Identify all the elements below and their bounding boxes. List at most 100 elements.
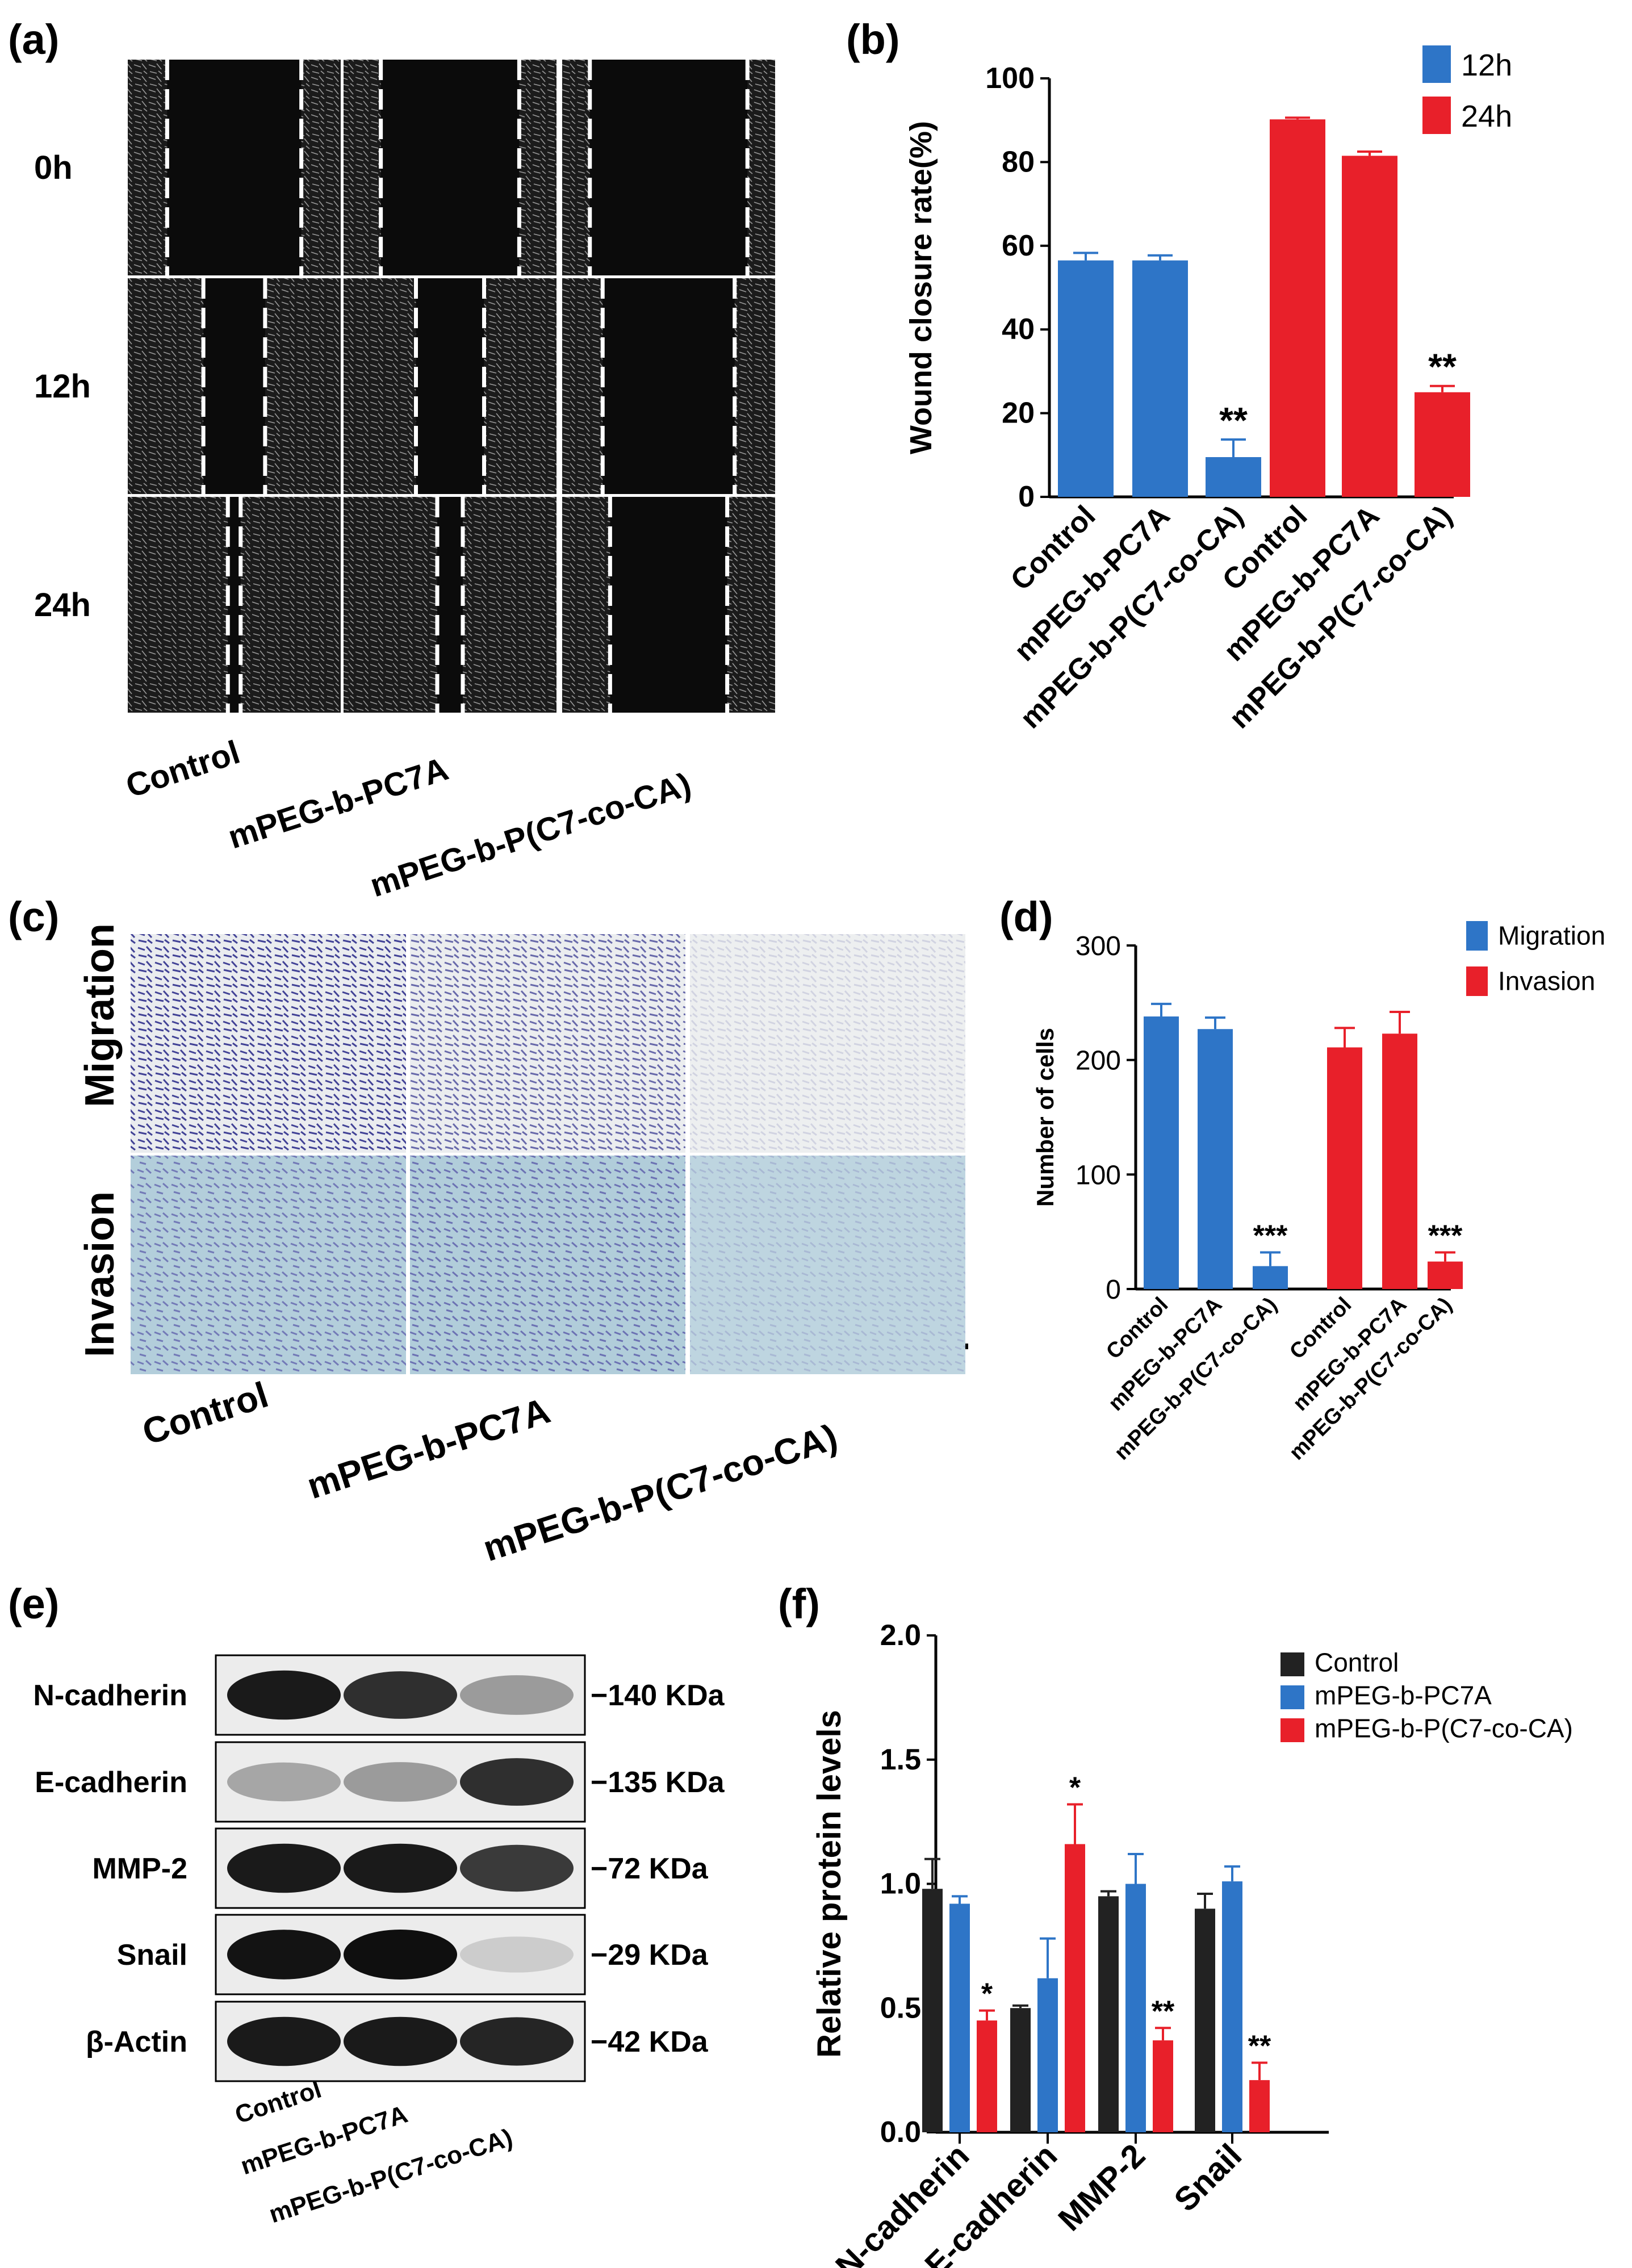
stained-cells xyxy=(131,1156,406,1374)
scratch-gap xyxy=(589,60,748,275)
bar xyxy=(1198,1029,1233,1289)
legend-swatch xyxy=(1466,966,1488,996)
panel-b-label: (b) xyxy=(846,16,900,63)
protein-band xyxy=(227,1762,341,1802)
scratch-gap xyxy=(610,497,727,713)
row-label-invasion: Invasion xyxy=(77,1191,123,1357)
row-label-migration: Migration xyxy=(77,923,123,1107)
scratch-assay-grid: 0h 12h 24h Control mPEG-b-PC7A mPEG-b-P(… xyxy=(34,60,775,904)
y-tick-label: 0 xyxy=(1018,480,1035,513)
y-tick-label: 0.5 xyxy=(880,1991,921,2024)
protein-band xyxy=(344,2016,457,2066)
bar xyxy=(1206,457,1261,497)
legend-swatch xyxy=(1466,921,1488,951)
legend-label: mPEG-b-P(C7-co-CA) xyxy=(1315,1714,1573,1743)
bar xyxy=(1132,260,1188,497)
stained-cells xyxy=(690,1156,965,1374)
panel-c-label: (c) xyxy=(8,893,59,940)
legend-swatch xyxy=(1281,1685,1304,1709)
western-blot: Control mPEG-b-PC7A mPEG-b-P(C7-co-CA) N… xyxy=(33,1654,725,2229)
protein-band xyxy=(227,1843,341,1893)
bar xyxy=(1037,1978,1058,2132)
row-label-24h: 24h xyxy=(34,587,91,624)
bar xyxy=(922,1889,943,2132)
y-tick-label: 1.5 xyxy=(880,1743,921,1776)
scratch-gap xyxy=(416,278,484,494)
col-label-control: Control xyxy=(137,1374,273,1453)
panel-d-label: (d) xyxy=(999,893,1053,940)
protein-band xyxy=(344,1930,457,1980)
bar xyxy=(1270,119,1325,497)
col-label-control: Control xyxy=(122,734,244,805)
y-axis-label: Number of cells xyxy=(1032,1028,1058,1207)
significance-marker: * xyxy=(981,1978,993,2011)
transwell-grid: Migration Invasion Control mPEG-b-PC7A m… xyxy=(77,923,968,1569)
protein-band xyxy=(344,1843,457,1893)
protein-band xyxy=(460,1675,574,1715)
bar xyxy=(1144,1016,1179,1289)
bar xyxy=(1010,2008,1031,2132)
bar xyxy=(1428,1261,1463,1289)
legend-swatch xyxy=(1281,1718,1304,1742)
panel-a-label: (a) xyxy=(8,16,59,63)
legend-label: 24h xyxy=(1461,99,1512,133)
scratch-gap xyxy=(167,60,302,275)
significance-marker: ** xyxy=(1248,2030,1271,2063)
protein-band xyxy=(227,1930,341,1980)
y-tick-label: 0.0 xyxy=(880,2116,921,2149)
lane-label-control: Control xyxy=(232,2075,325,2129)
bar xyxy=(1065,1844,1085,2132)
row-label-12h: 12h xyxy=(34,368,91,405)
y-tick-label: 200 xyxy=(1076,1046,1121,1076)
y-tick-label: 2.0 xyxy=(880,1619,921,1652)
x-tick-label: Snail xyxy=(1167,2137,1249,2219)
significance-marker: ** xyxy=(1428,346,1457,387)
scratch-gap xyxy=(203,278,265,494)
legend-label: Control xyxy=(1315,1648,1399,1677)
molecular-weight-label: −140 KDa xyxy=(591,1679,725,1712)
scratch-gap xyxy=(228,497,241,713)
col-label-pc7a: mPEG-b-PC7A xyxy=(224,750,453,856)
protein-label: N-cadherin xyxy=(33,1679,187,1712)
significance-marker: ** xyxy=(1219,400,1248,441)
bar xyxy=(1222,1881,1242,2132)
y-tick-label: 1.0 xyxy=(880,1868,921,1901)
protein-band xyxy=(344,1671,457,1719)
y-tick-label: 60 xyxy=(1002,229,1035,262)
protein-band xyxy=(344,1762,457,1802)
stained-cells xyxy=(690,934,965,1153)
bar xyxy=(1098,1896,1119,2132)
legend-label: Invasion xyxy=(1498,966,1595,996)
scratch-gap xyxy=(602,278,735,494)
panel-f-label: (f) xyxy=(778,1580,820,1627)
protein-band xyxy=(227,2016,341,2066)
legend-label: 12h xyxy=(1461,48,1512,82)
significance-marker: ** xyxy=(1152,1995,1175,2028)
col-label-pc7a: mPEG-b-PC7A xyxy=(302,1390,555,1507)
y-tick-label: 20 xyxy=(1002,397,1035,430)
y-tick-label: 100 xyxy=(985,62,1035,95)
protein-band xyxy=(460,1758,574,1806)
legend-label: mPEG-b-PC7A xyxy=(1315,1681,1492,1710)
protein-label: Snail xyxy=(117,1939,187,1972)
legend-swatch xyxy=(1281,1652,1304,1676)
molecular-weight-label: −29 KDa xyxy=(591,1939,709,1972)
protein-band xyxy=(460,1844,574,1892)
y-tick-label: 0 xyxy=(1106,1275,1121,1305)
bar xyxy=(1342,156,1397,497)
significance-marker: *** xyxy=(1253,1219,1288,1252)
molecular-weight-label: −72 KDa xyxy=(591,1852,709,1885)
x-tick-label: MMP-2 xyxy=(1051,2137,1152,2238)
stained-cells xyxy=(410,934,685,1153)
bar xyxy=(1195,1909,1215,2132)
scratch-gap xyxy=(437,497,463,713)
y-tick-label: 300 xyxy=(1076,931,1121,961)
protein-label: MMP-2 xyxy=(92,1852,187,1885)
y-tick-label: 80 xyxy=(1002,145,1035,178)
bar xyxy=(1153,2040,1173,2132)
bar xyxy=(1249,2080,1270,2132)
